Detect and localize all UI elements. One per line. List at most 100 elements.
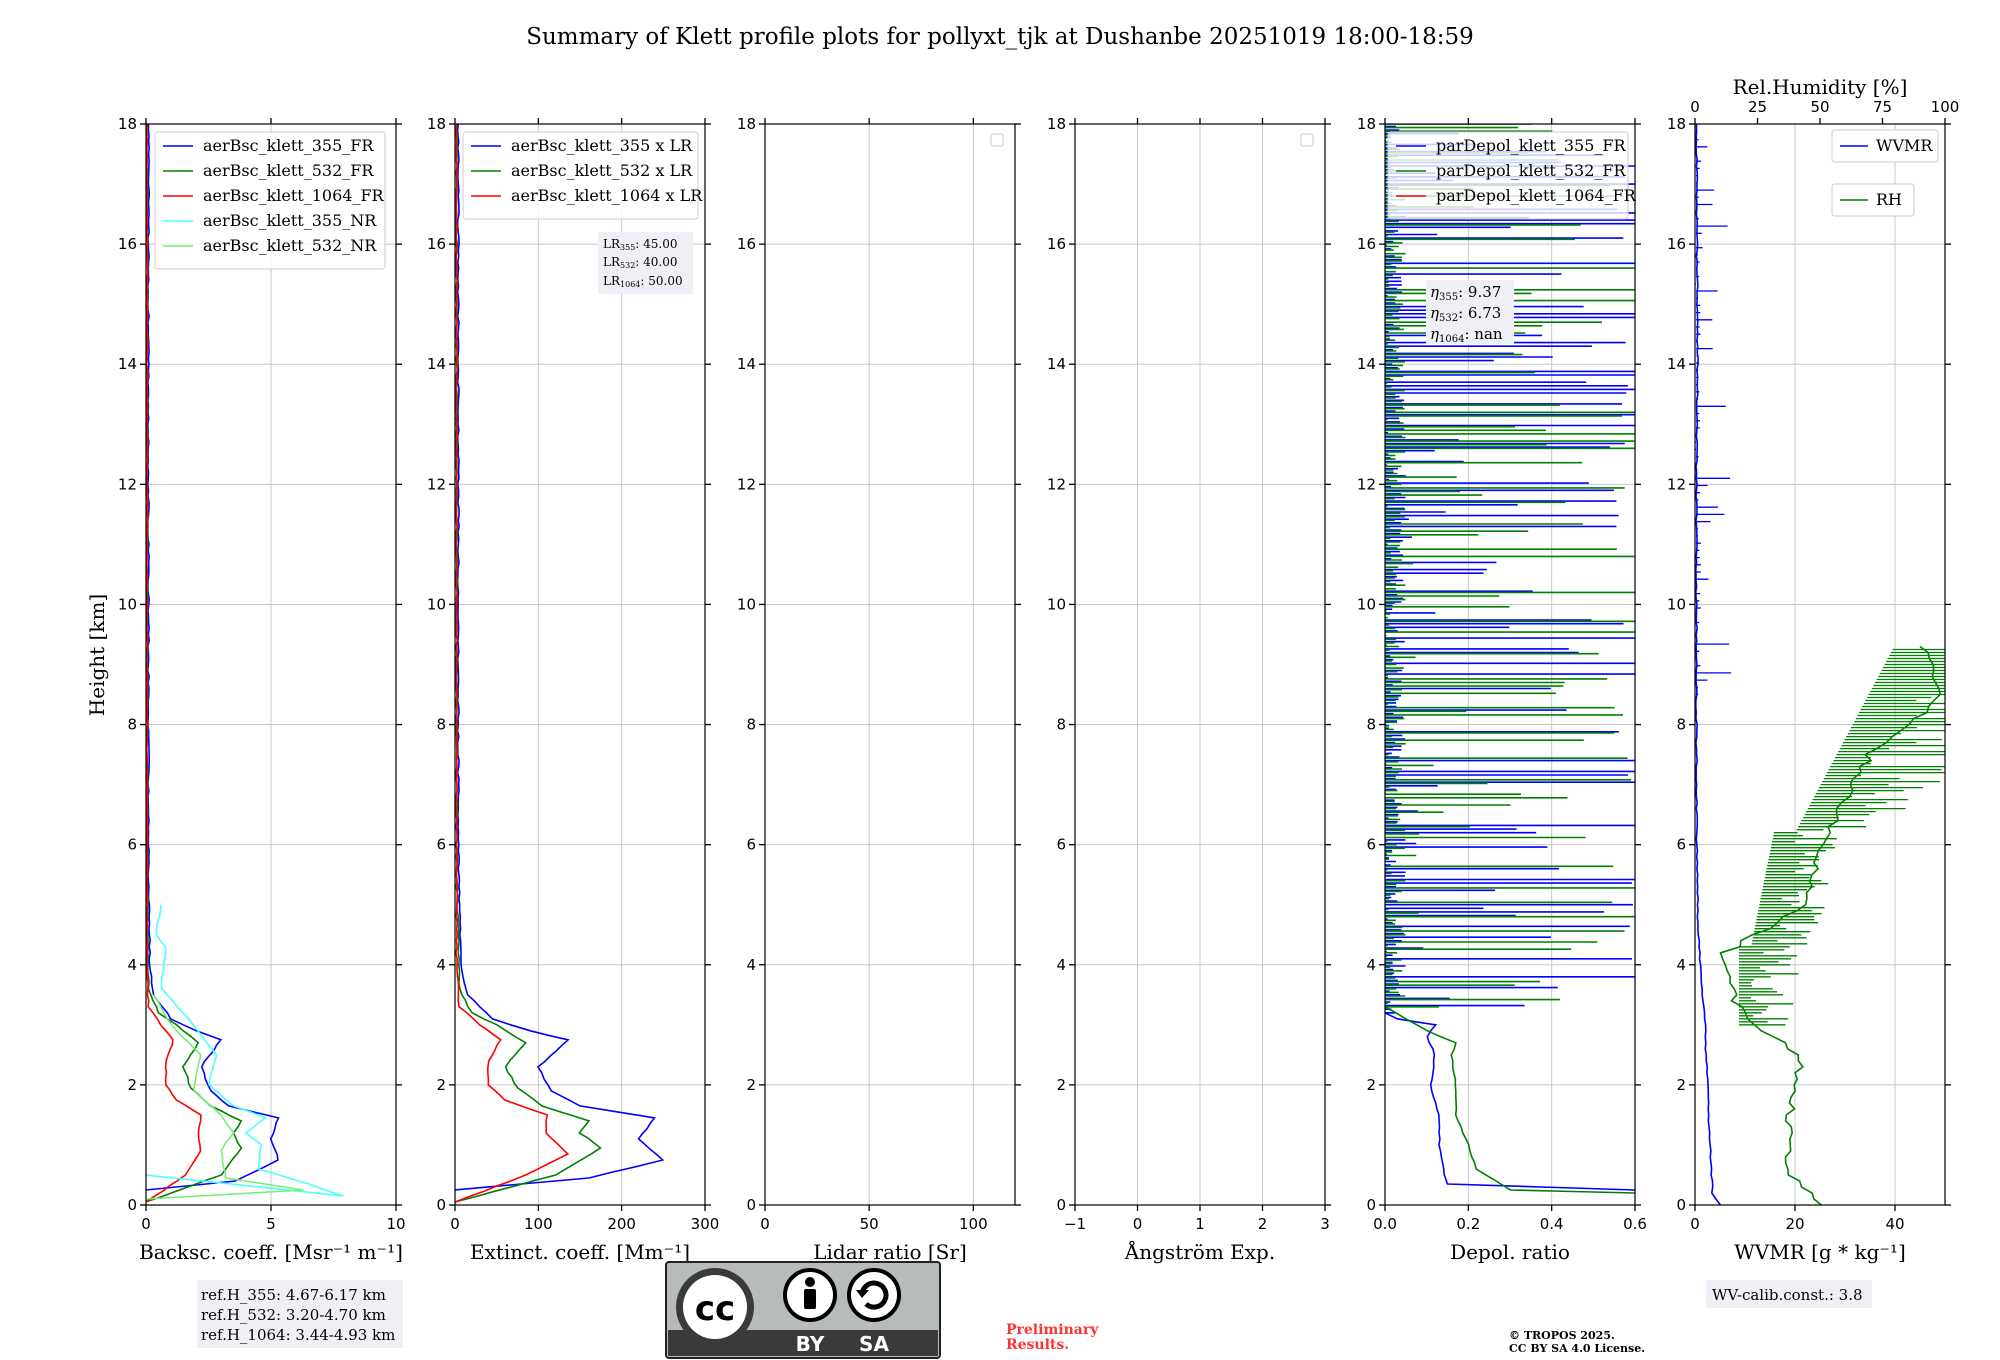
- y-tick-label: 18: [1047, 115, 1066, 133]
- legend-box: [1831, 183, 1915, 217]
- eta-532: η532: 6.73: [1430, 304, 1501, 324]
- y-tick-label: 12: [1667, 475, 1686, 493]
- x-tick-label: 0: [1133, 1215, 1143, 1233]
- legend-label: aerBsc_klett_1064_FR: [203, 186, 385, 205]
- y-tick-label: 2: [436, 1076, 446, 1094]
- x2-tick-label: 25: [1748, 98, 1767, 116]
- y-tick-label: 16: [1047, 235, 1066, 253]
- x-tick-label: 50: [860, 1215, 879, 1233]
- legend-box: [462, 131, 699, 220]
- y-tick-label: 0: [746, 1196, 756, 1214]
- x-tick-label: 10: [386, 1215, 405, 1233]
- axes-frame: [1384, 123, 1636, 1206]
- y-tick-label: 6: [1056, 836, 1066, 854]
- series-line-aerBsc_klett_355_NR: [146, 904, 344, 1197]
- y-tick-label: 4: [1676, 956, 1686, 974]
- by-person-body: [804, 1289, 816, 1309]
- refh-1064: ref.H_1064: 3.44-4.93 km: [201, 1326, 395, 1344]
- eta-532-val: 6.73: [1468, 304, 1501, 322]
- lr-355-val: 45.00: [643, 237, 677, 251]
- x-tick-label: 100: [524, 1215, 553, 1233]
- x2-axis-label: Rel.Humidity [%]: [1733, 75, 1908, 99]
- empty-legend-box: [990, 133, 1004, 147]
- eta-1064-val: nan: [1474, 325, 1503, 343]
- legend-box: [154, 131, 386, 270]
- y-tick-label: 16: [118, 235, 137, 253]
- lr-box: LR355: 45.00 LR532: 40.00 LR1064: 50.00: [598, 232, 693, 294]
- y-tick-label: 16: [1667, 235, 1686, 253]
- legend-label: aerBsc_klett_532_FR: [203, 161, 374, 180]
- lr-532: LR532: 40.00: [603, 255, 678, 270]
- y-tick-label: 4: [1056, 956, 1066, 974]
- y-tick-label: 2: [1366, 1076, 1376, 1094]
- y-tick-label: 14: [737, 355, 756, 373]
- y-tick-label: 2: [1676, 1076, 1686, 1094]
- series-line-aerBsc_klett_1064 x LR: [455, 124, 570, 1203]
- y-tick-label: 4: [127, 956, 137, 974]
- y-tick-label: 0: [1676, 1196, 1686, 1214]
- y-tick-label: 0: [1366, 1196, 1376, 1214]
- y-tick-label: 0: [436, 1196, 446, 1214]
- y-tick-label: 8: [1676, 716, 1686, 734]
- preliminary-line2: Results.: [1006, 1337, 1069, 1353]
- y-tick-label: 14: [118, 355, 137, 373]
- x-tick-label: 300: [691, 1215, 720, 1233]
- series-line-parDepol_klett_355_FR: [1385, 1012, 1635, 1191]
- y-tick-label: 10: [737, 595, 756, 613]
- eta-1064: η1064: nan: [1430, 325, 1503, 345]
- sa-share-icon: [847, 1268, 901, 1322]
- x-axis-label: Backsc. coeff. [Msr⁻¹ m⁻¹]: [139, 1240, 403, 1264]
- series-line-aerBsc_klett_355 x LR: [455, 124, 665, 1191]
- y-tick-label: 18: [737, 115, 756, 133]
- y-tick-label: 4: [436, 956, 446, 974]
- sa-arrowhead: [856, 1290, 869, 1298]
- y-tick-label: 8: [1366, 716, 1376, 734]
- cc-license-badge: cc BY SA: [665, 1261, 941, 1359]
- series-noise-parDepol_klett_532_FR: [1385, 124, 1635, 1008]
- y-tick-label: 6: [1366, 836, 1376, 854]
- x2-tick-label: 0: [1690, 98, 1700, 116]
- sa-arrow: [859, 1280, 889, 1310]
- y-tick-label: 18: [118, 115, 137, 133]
- series-noise-RH: [1739, 648, 1945, 1026]
- wv-calib-bg: [1706, 1280, 1872, 1308]
- y-tick-label: 10: [1357, 595, 1376, 613]
- series-line-WVMR: [1695, 124, 1722, 1205]
- series-line-aerBsc_klett_532_FR: [146, 124, 243, 1203]
- x-tick-label: 0.0: [1373, 1215, 1397, 1233]
- eta-355-sub: 355: [1439, 292, 1458, 303]
- lr-1064-val: 50.00: [648, 274, 682, 288]
- series-group: [146, 124, 344, 1203]
- refh-532: ref.H_532: 3.20-4.70 km: [201, 1306, 386, 1324]
- cc-icon: [683, 1275, 747, 1339]
- legend-label: aerBsc_klett_355_NR: [203, 211, 377, 230]
- series-line-aerBsc_klett_1064_FR: [146, 124, 202, 1203]
- y-tick-label: 16: [1357, 235, 1376, 253]
- y-tick-label: 18: [1667, 115, 1686, 133]
- cc-glyph: cc: [695, 1289, 735, 1329]
- lr-532-val: 40.00: [643, 255, 677, 269]
- panel-dep: 0 2 4 6 8 10 12 14 16 18 0.0 0.2 0.4 0.6 Depol. ratio p…: [1357, 115, 1647, 1264]
- y-tick-label: 0: [1056, 1196, 1066, 1214]
- y-tick-label: 10: [1667, 595, 1686, 613]
- panel-lr: 0 2 4 6 8 10 12 14 16 18 0 50 100 Lidar ratio [Sr]: [737, 115, 1021, 1264]
- refh-box-bg: [197, 1280, 403, 1348]
- y-tick-label: 16: [427, 235, 446, 253]
- series-line-parDepol_klett_532_FR: [1385, 1006, 1635, 1194]
- legend-label: RH: [1876, 190, 1902, 209]
- series-line-aerBsc_klett_532 x LR: [455, 124, 602, 1203]
- x-tick-label: 0: [760, 1215, 770, 1233]
- eta-355-val: 9.37: [1468, 283, 1501, 301]
- y-tick-label: 8: [436, 716, 446, 734]
- lr-box-bg: [598, 232, 693, 294]
- x-axis-label: Depol. ratio: [1450, 1240, 1570, 1264]
- x-tick-label: 1: [1195, 1215, 1205, 1233]
- series-noise-parDepol_klett_355_FR: [1385, 125, 1635, 1014]
- y-tick-label: 6: [746, 836, 756, 854]
- y-tick-label: 18: [1357, 115, 1376, 133]
- wv-calib-text: WV-calib.const.: 3.8: [1712, 1286, 1863, 1304]
- legend-label: parDepol_klett_532_FR: [1436, 161, 1627, 180]
